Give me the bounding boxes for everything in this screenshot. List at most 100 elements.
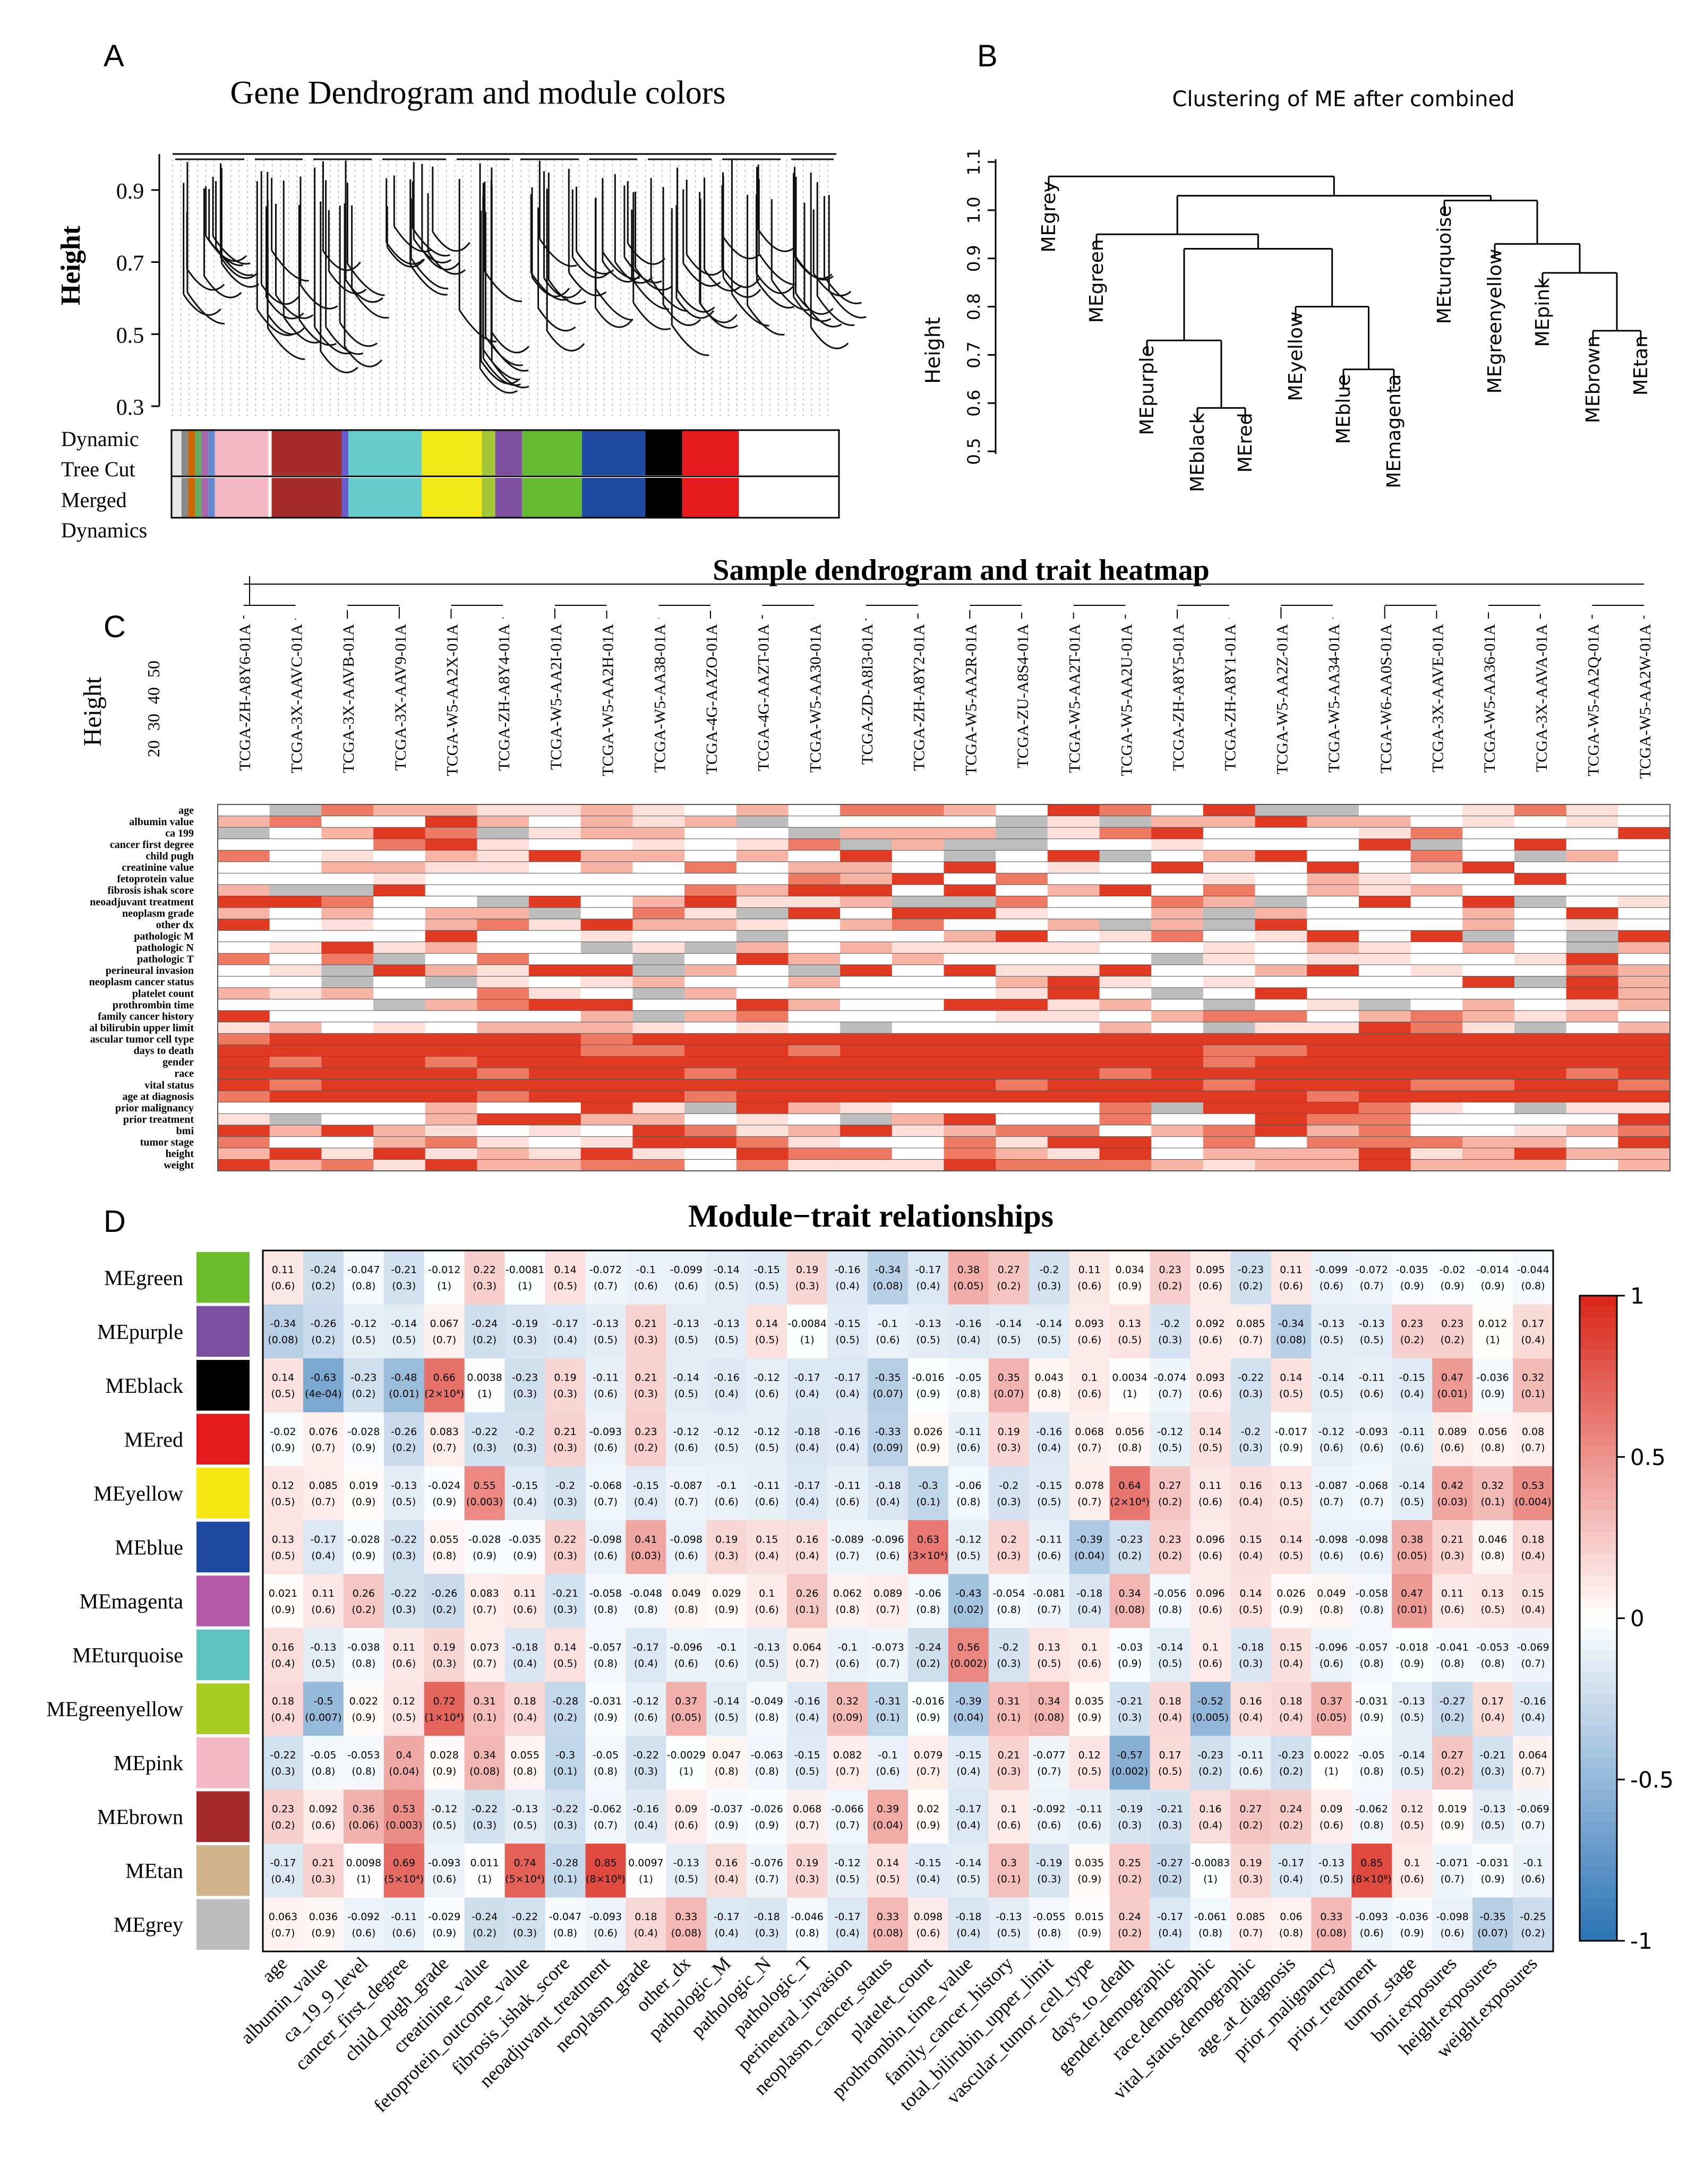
c-heat-cell xyxy=(684,850,737,862)
c-heat-cell xyxy=(632,907,685,920)
a-branch xyxy=(299,284,338,310)
c-heat-cell xyxy=(840,1136,893,1149)
c-heat-cell xyxy=(1099,1067,1152,1080)
p-value: (0.3) xyxy=(553,1604,577,1615)
p-value: (0.08) xyxy=(268,1334,298,1346)
c-heat-cell xyxy=(321,1102,374,1114)
correlation-value: 0.31 xyxy=(998,1695,1020,1707)
c-heat-cell xyxy=(892,1022,944,1034)
p-value: (0.5) xyxy=(715,1442,739,1454)
correlation-cell xyxy=(1230,1251,1271,1305)
c-heat-cell xyxy=(1358,816,1411,828)
correlation-value: -0.14 xyxy=(1399,1749,1425,1761)
c-heat-cell xyxy=(632,941,685,954)
c-heat-cell xyxy=(788,976,841,988)
p-value: (0.6) xyxy=(1320,1550,1343,1562)
correlation-cell xyxy=(1029,1682,1070,1736)
c-heat-cell xyxy=(1151,896,1204,908)
p-value: (0.005) xyxy=(1192,1711,1229,1723)
p-value: (0.3) xyxy=(1441,1550,1464,1562)
c-heat-cell xyxy=(321,919,374,931)
correlation-cell xyxy=(504,1735,546,1790)
c-heat-cell xyxy=(1255,941,1307,954)
correlation-cell xyxy=(666,1304,707,1359)
p-value: (0.4) xyxy=(1279,1658,1303,1669)
correlation-cell xyxy=(666,1735,707,1790)
c-heat-cell xyxy=(736,1022,789,1034)
correlation-cell xyxy=(545,1520,586,1574)
correlation-cell xyxy=(424,1304,465,1359)
c-trait-label: al bilirubin upper limit xyxy=(89,1022,194,1034)
correlation-value: -0.17 xyxy=(552,1318,578,1330)
panel-a-ticks: 0.30.50.70.9 xyxy=(116,179,159,420)
correlation-cell xyxy=(343,1682,384,1736)
correlation-value: -0.1 xyxy=(636,1264,656,1276)
c-heat-cell xyxy=(788,999,841,1011)
c-heat-cell xyxy=(632,1010,685,1023)
module-label: MEmagenta xyxy=(80,1589,184,1613)
colorbar-tick-label: 0.5 xyxy=(1630,1444,1666,1470)
c-heat-cell xyxy=(529,953,581,965)
c-heat-cell xyxy=(1358,1114,1411,1126)
correlation-cell xyxy=(1472,1682,1513,1736)
c-heat-cell xyxy=(1514,861,1567,873)
c-heat-cell xyxy=(1203,850,1256,862)
c-heat-cell xyxy=(529,919,581,931)
correlation-cell xyxy=(626,1251,666,1305)
c-heat-cell xyxy=(996,1067,1048,1080)
c-heat-cell xyxy=(1410,896,1463,908)
correlation-value: 0.047 xyxy=(712,1749,741,1761)
correlation-value: 0.1 xyxy=(1082,1372,1098,1384)
correlation-cell xyxy=(1109,1412,1151,1467)
correlation-value: 0.16 xyxy=(796,1534,818,1545)
correlation-cell xyxy=(545,1628,586,1682)
correlation-value: -0.031 xyxy=(589,1695,622,1707)
p-value: (0.2) xyxy=(1198,1766,1222,1777)
correlation-value: 0.21 xyxy=(1441,1534,1463,1545)
c-heat-cell xyxy=(892,1125,944,1137)
correlation-value: 0.13 xyxy=(1119,1318,1141,1330)
c-heat-cell xyxy=(1255,1125,1307,1137)
p-value: (0.07) xyxy=(993,1388,1024,1400)
correlation-cell xyxy=(1392,1897,1433,1952)
a-tick-label: 0.5 xyxy=(116,323,144,348)
c-heat-cell xyxy=(425,930,477,943)
c-heat-cell xyxy=(580,1079,633,1091)
c-heat-cell xyxy=(788,941,841,954)
c-heat-cell xyxy=(1618,907,1671,920)
c-heat-cell xyxy=(1566,838,1618,851)
correlation-value: -0.016 xyxy=(912,1695,944,1707)
p-value: (0.4) xyxy=(1158,1711,1182,1723)
p-value: (0.6) xyxy=(674,1280,698,1292)
a-branch xyxy=(824,276,862,304)
a-branch xyxy=(699,302,738,323)
correlation-cell xyxy=(464,1466,506,1521)
a-branch xyxy=(676,289,715,313)
p-value: (0.02) xyxy=(953,1604,983,1615)
c-heat-cell xyxy=(892,1159,944,1171)
correlation-value: -0.05 xyxy=(955,1372,981,1384)
c-heat-cell xyxy=(1618,999,1671,1011)
correlation-value: -0.57 xyxy=(1117,1749,1143,1761)
p-value: (0.4) xyxy=(755,1550,779,1562)
correlation-cell xyxy=(1513,1358,1554,1413)
p-value: (0.3) xyxy=(795,1873,819,1885)
correlation-value: -0.22 xyxy=(270,1749,296,1761)
correlation-value: 0.11 xyxy=(272,1264,294,1276)
correlation-value: -0.029 xyxy=(428,1911,460,1923)
correlation-value: 0.082 xyxy=(833,1749,862,1761)
correlation-value: 0.1 xyxy=(1082,1641,1098,1653)
a-branch xyxy=(530,272,569,301)
p-value: (3×10⁴) xyxy=(909,1550,948,1562)
correlation-value: -0.13 xyxy=(1399,1695,1425,1707)
correlation-value: 0.0022 xyxy=(1314,1749,1349,1761)
colorbar-step xyxy=(1580,1704,1617,1716)
correlation-cell xyxy=(383,1412,425,1467)
c-heat-cell xyxy=(321,896,374,908)
c-heat-cell xyxy=(373,804,426,817)
c-trait-label: pathologic N xyxy=(136,942,194,954)
c-heat-cell xyxy=(1358,919,1411,931)
c-heat-cell xyxy=(1151,953,1204,965)
correlation-value: 0.012 xyxy=(1478,1318,1507,1330)
p-value: (0.7) xyxy=(876,1658,900,1669)
